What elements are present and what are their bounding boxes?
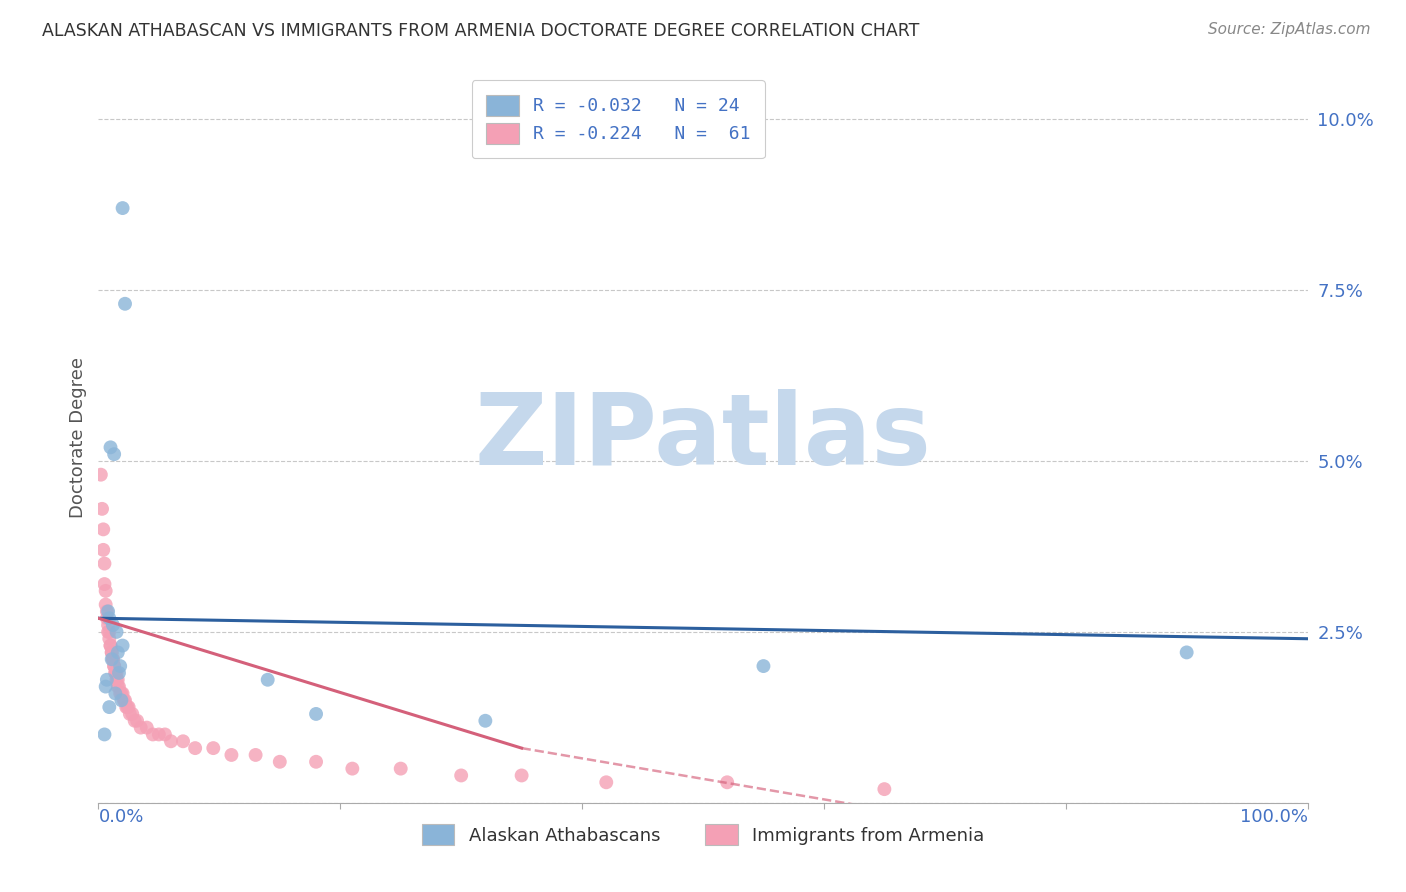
Point — [118, 700, 141, 714]
Point — [114, 297, 136, 311]
Point — [103, 659, 125, 673]
Point — [103, 447, 125, 461]
Point — [97, 604, 120, 618]
Point — [96, 611, 118, 625]
Point — [1175, 645, 1198, 659]
Point — [389, 762, 412, 776]
Point — [118, 706, 141, 721]
Point — [105, 624, 128, 639]
Point — [91, 522, 114, 536]
Point — [115, 700, 138, 714]
Point — [510, 768, 533, 782]
Point — [342, 762, 364, 776]
Point — [97, 618, 120, 632]
Point — [107, 680, 129, 694]
Point — [129, 721, 152, 735]
Point — [108, 665, 131, 680]
Point — [124, 714, 146, 728]
Point — [135, 721, 157, 735]
Point — [96, 604, 118, 618]
Point — [100, 440, 122, 454]
Point — [90, 467, 112, 482]
Text: ALASKAN ATHABASCAN VS IMMIGRANTS FROM ARMENIA DOCTORATE DEGREE CORRELATION CHART: ALASKAN ATHABASCAN VS IMMIGRANTS FROM AR… — [42, 22, 920, 40]
Point — [101, 652, 124, 666]
Point — [269, 755, 291, 769]
Point — [111, 201, 134, 215]
Point — [148, 727, 170, 741]
Point — [101, 652, 124, 666]
Point — [595, 775, 617, 789]
Point — [104, 665, 127, 680]
Point — [98, 611, 121, 625]
Point — [111, 639, 134, 653]
Point — [873, 782, 896, 797]
Point — [93, 727, 115, 741]
Point — [93, 557, 115, 571]
Point — [160, 734, 183, 748]
Point — [110, 686, 132, 700]
Point — [100, 645, 122, 659]
Point — [153, 727, 176, 741]
Point — [305, 706, 328, 721]
Point — [245, 747, 267, 762]
Point — [104, 686, 127, 700]
Point — [98, 632, 121, 646]
Point — [127, 714, 149, 728]
Point — [172, 734, 194, 748]
Point — [110, 693, 132, 707]
Point — [94, 598, 117, 612]
Point — [305, 755, 328, 769]
Point — [105, 665, 128, 680]
Point — [142, 727, 165, 741]
Point — [100, 652, 122, 666]
Point — [108, 680, 131, 694]
Point — [202, 741, 225, 756]
Point — [184, 741, 207, 756]
Legend: Alaskan Athabascans, Immigrants from Armenia: Alaskan Athabascans, Immigrants from Arm… — [415, 817, 991, 852]
Text: 100.0%: 100.0% — [1240, 808, 1308, 826]
Point — [474, 714, 496, 728]
Point — [100, 645, 122, 659]
Point — [117, 700, 139, 714]
Point — [121, 706, 143, 721]
Point — [91, 501, 114, 516]
Point — [716, 775, 738, 789]
Point — [98, 624, 121, 639]
Point — [221, 747, 243, 762]
Point — [103, 659, 125, 673]
Text: 0.0%: 0.0% — [98, 808, 143, 826]
Point — [100, 639, 122, 653]
Point — [108, 659, 131, 673]
Point — [107, 673, 129, 687]
Point — [256, 673, 278, 687]
Point — [94, 680, 117, 694]
Point — [107, 645, 129, 659]
Point — [105, 673, 128, 687]
Point — [98, 700, 121, 714]
Point — [96, 673, 118, 687]
Text: Source: ZipAtlas.com: Source: ZipAtlas.com — [1208, 22, 1371, 37]
Point — [111, 686, 134, 700]
Point — [752, 659, 775, 673]
Point — [114, 693, 136, 707]
Point — [101, 618, 124, 632]
Point — [104, 665, 127, 680]
Point — [112, 693, 135, 707]
Point — [91, 542, 114, 557]
Point — [97, 624, 120, 639]
Point — [93, 577, 115, 591]
Point — [450, 768, 472, 782]
Point — [100, 639, 122, 653]
Y-axis label: Doctorate Degree: Doctorate Degree — [69, 357, 87, 517]
Point — [94, 583, 117, 598]
Point — [108, 686, 131, 700]
Text: ZIPatlas: ZIPatlas — [475, 389, 931, 485]
